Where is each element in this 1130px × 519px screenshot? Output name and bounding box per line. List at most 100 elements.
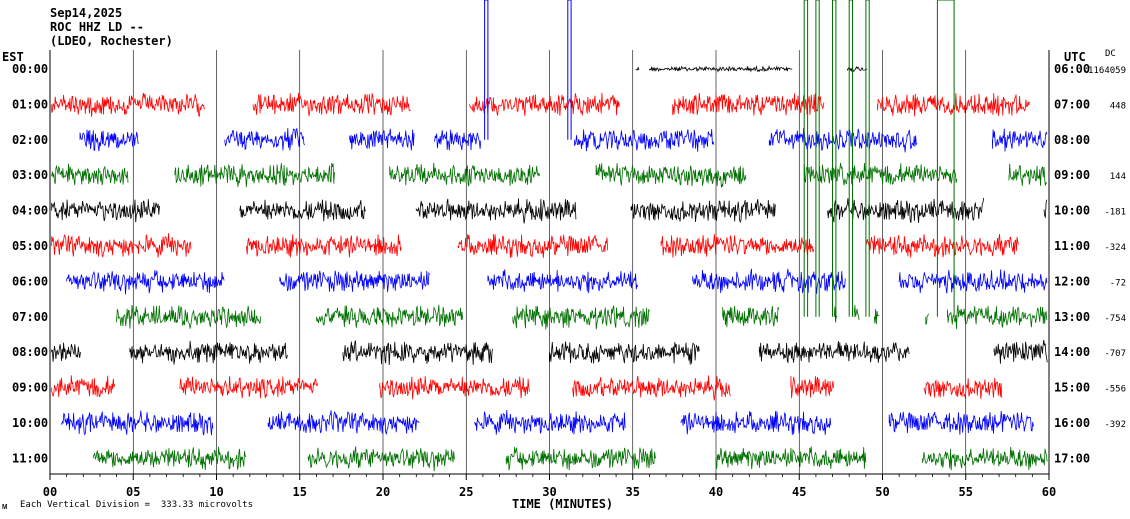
trace-segment [415,198,577,224]
x-tick-label: 55 [959,485,973,499]
trace-segment [457,234,609,258]
trace-segment [898,269,1048,294]
utc-hour-label: 11:00 [1054,239,1090,253]
est-hour-label: 05:00 [12,239,48,253]
trace-segment [469,92,620,116]
trace-segment [827,197,985,224]
trace-segment [512,304,650,330]
x-tick-label: 50 [875,485,889,499]
dc-header: DC [1105,49,1116,59]
trace-segment [487,269,639,294]
trace-segment [758,341,910,364]
trace-segment [434,129,482,151]
dc-offset-label: -181 [1104,208,1126,218]
utc-hour-label: 14:00 [1054,345,1090,359]
dc-offset-label: -392 [1104,420,1126,430]
trace-segment [922,446,1048,471]
dc-offset-label: -324 [1104,243,1126,253]
trace-segment [79,129,139,152]
x-tick-label: 00 [43,485,57,499]
trace-segment [51,163,129,186]
trace-segment [349,128,415,151]
trace-segment [595,163,747,188]
trace-segment [1008,163,1048,186]
trace-group [51,64,1048,472]
trace-segment [680,411,832,435]
trace-segment [992,128,1048,152]
trace-segment [847,66,868,73]
clipped-spike [832,0,837,317]
est-hour-label: 02:00 [12,133,48,147]
trace-segment [768,128,918,153]
x-tick-label: 15 [293,485,307,499]
est-hour-label: 07:00 [12,310,48,324]
est-hour-label: 06:00 [12,274,48,288]
trace-segment [239,199,366,222]
x-tick-label: 20 [376,485,390,499]
utc-hour-label: 16:00 [1054,416,1090,430]
trace-segment [572,375,731,401]
utc-hour-label: 07:00 [1054,97,1090,111]
grid-lines [49,50,1050,480]
trace-segment [246,234,402,258]
utc-hour-label: 13:00 [1054,310,1090,324]
trace-segment [865,233,1019,258]
right-zone-label: UTC [1064,50,1086,64]
utc-hour-label: 08:00 [1054,133,1090,147]
trace-segment [252,92,411,117]
trace-segment [279,270,430,293]
trace-segment [549,341,700,365]
trace-segment [888,410,1034,435]
x-tick-label: 10 [209,485,223,499]
trace-segment [853,305,860,321]
utc-hour-label: 10:00 [1054,204,1090,218]
est-hour-label: 09:00 [12,381,48,395]
dc-offset-label: 448 [1110,101,1126,111]
trace-segment [51,199,160,223]
est-hour-label: 01:00 [12,97,48,111]
trace-segment [316,304,464,328]
x-tick-label: 60 [1042,485,1056,499]
utc-hour-label: 17:00 [1054,451,1090,465]
dc-offset-label: -754 [1104,314,1126,324]
trace-segment [51,342,82,362]
clipped-spike [936,0,955,317]
trace-segment [389,162,540,187]
trace-segment [630,199,776,224]
est-hour-label: 08:00 [12,345,48,359]
dc-offset-label: -1164059 [1083,66,1126,76]
trace-segment [307,446,455,472]
clipped-spike [567,0,572,140]
trace-segment [179,376,319,399]
trace-segment [947,304,1048,330]
est-hour-label: 04:00 [12,204,48,218]
dc-offset-label: -707 [1104,349,1126,359]
est-hour-label: 10:00 [12,416,48,430]
trace-segment [925,313,929,325]
dc-offset-label: -556 [1104,385,1126,395]
trace-segment [574,129,715,152]
trace-segment [993,339,1048,364]
trace-segment [379,376,530,400]
trace-segment [116,305,262,329]
clipped-spike [484,0,489,140]
trace-segment [129,340,288,365]
trace-segment [342,339,494,366]
utc-hour-label: 12:00 [1054,274,1090,288]
clipped-spike [803,0,809,317]
trace-segment [923,377,1003,400]
trace-segment [635,67,640,71]
trace-segment [649,64,793,73]
network-label: (LDEO, Rochester) [50,34,173,48]
dc-offset-label: 144 [1110,172,1126,182]
trace-segment [66,270,225,295]
utc-hour-label: 09:00 [1054,168,1090,182]
trace-segment [174,162,335,188]
est-hour-label: 11:00 [12,451,48,465]
x-tick-label: 40 [709,485,723,499]
trace-segment [660,233,815,258]
left-zone-label: EST [2,50,24,64]
x-tick-label: 25 [459,485,473,499]
